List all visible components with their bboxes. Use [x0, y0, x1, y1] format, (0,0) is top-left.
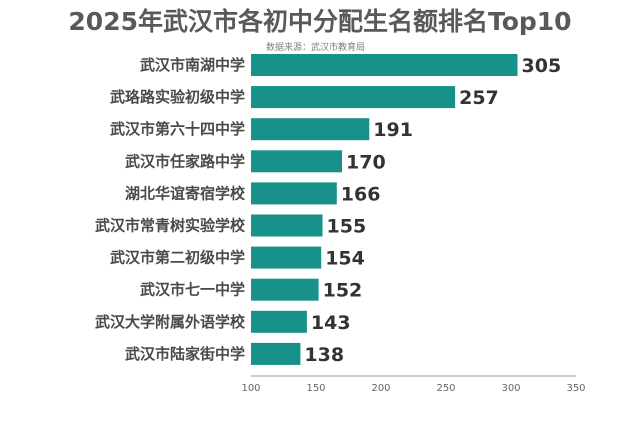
bar: [251, 214, 323, 237]
bar: [251, 310, 307, 333]
category-label: 武汉市常青树实验学校: [95, 217, 246, 235]
bar: [251, 246, 322, 269]
category-label: 武汉市南湖中学: [140, 56, 245, 74]
value-label: 138: [304, 344, 344, 366]
bar: [251, 278, 319, 301]
value-label: 152: [323, 280, 363, 302]
category-label: 武汉市第二初级中学: [110, 249, 245, 267]
category-label: 武珞路实验初级中学: [110, 88, 245, 106]
x-tick-label: 350: [566, 383, 585, 394]
bar: [251, 342, 301, 365]
bar: [251, 182, 337, 205]
x-tick-label: 300: [501, 383, 520, 394]
value-label: 257: [459, 87, 499, 109]
category-label: 武汉市七一中学: [140, 281, 245, 299]
category-label: 湖北华谊寄宿学校: [125, 184, 246, 202]
value-label: 155: [327, 216, 367, 238]
value-label: 154: [325, 248, 365, 270]
bar: [251, 86, 456, 109]
value-label: 170: [346, 151, 386, 173]
x-axis-ticks: 100 150 200 250 300 350: [241, 383, 585, 394]
x-tick-label: 250: [436, 383, 455, 394]
bar: [251, 54, 518, 76]
x-tick-label: 200: [371, 383, 390, 394]
bars-group: 武汉市南湖中学 305 武珞路实验初级中学 257 武汉市第六十四中学 191 武汉市任家路…: [95, 54, 561, 366]
category-label: 武汉市任家路中学: [125, 152, 245, 170]
category-label: 武汉市陆家街中学: [125, 345, 245, 363]
chart-title: 2025年武汉市各初中分配生名额排名Top10: [68, 7, 572, 36]
category-label: 武汉大学附属外语学校: [95, 313, 246, 331]
source-note: 数据来源：武汉市教育局: [266, 43, 366, 53]
value-label: 166: [341, 183, 381, 205]
bar: [251, 150, 342, 173]
value-label: 143: [311, 312, 351, 334]
x-tick-label: 100: [241, 383, 260, 394]
bar: [251, 118, 370, 141]
category-label: 武汉市第六十四中学: [110, 120, 245, 138]
value-label: 305: [522, 55, 562, 77]
value-label: 191: [373, 119, 413, 141]
x-tick-label: 150: [306, 383, 325, 394]
